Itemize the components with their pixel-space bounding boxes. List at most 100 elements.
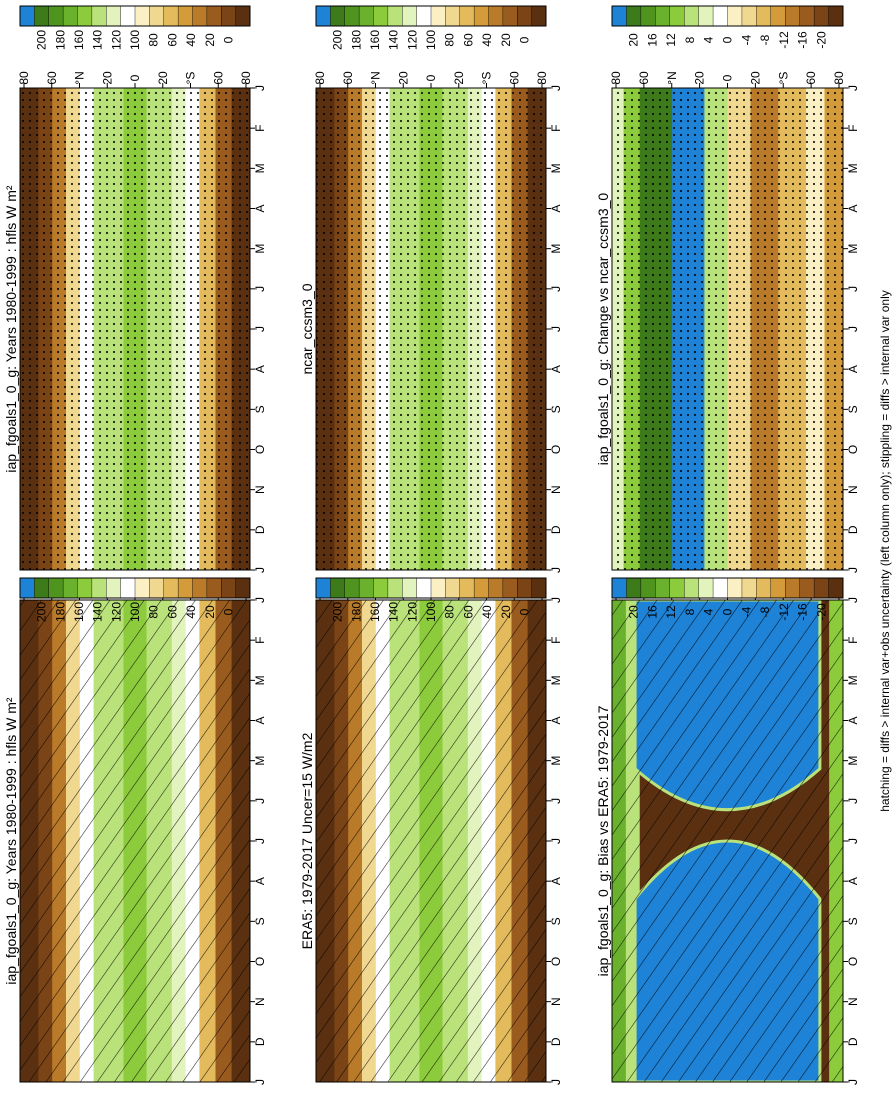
color-scale: 20 16 12 8 4 0 -4 -8 -12 -16 -20 bbox=[611, 577, 844, 621]
month-label: O bbox=[253, 957, 267, 966]
color-swatch bbox=[206, 577, 222, 599]
scale-label: 180 bbox=[349, 30, 363, 50]
month-label: F bbox=[253, 636, 267, 643]
month-label: A bbox=[846, 365, 860, 373]
panel-left-bottom: JFMAMJJASONDJ8060°N20020°S6080iap_fgoals… bbox=[595, 583, 860, 1085]
lat-label: 80 bbox=[832, 71, 846, 85]
month-label: D bbox=[846, 1037, 860, 1046]
scale-label: 12 bbox=[664, 605, 678, 619]
color-swatch bbox=[445, 577, 461, 599]
scale-label: 140 bbox=[387, 602, 401, 622]
month-label: J bbox=[549, 1079, 563, 1085]
month-label: J bbox=[253, 798, 267, 804]
month-label: M bbox=[549, 756, 563, 766]
color-swatch bbox=[712, 5, 729, 27]
scale-label: 160 bbox=[368, 602, 382, 622]
lat-label: 80 bbox=[535, 71, 549, 85]
scale-label: 60 bbox=[461, 605, 475, 619]
month-label: N bbox=[549, 997, 563, 1006]
lat-label: 20 bbox=[396, 71, 410, 85]
color-swatch bbox=[698, 577, 714, 599]
scale-label: 80 bbox=[443, 605, 457, 619]
scale-label: -8 bbox=[758, 606, 772, 617]
scale-label: 4 bbox=[702, 36, 716, 43]
color-swatch bbox=[502, 5, 518, 27]
month-label: J bbox=[253, 1079, 267, 1085]
color-swatch bbox=[770, 5, 786, 27]
month-label: M bbox=[253, 163, 267, 173]
color-swatch bbox=[34, 577, 50, 599]
color-swatch bbox=[163, 5, 179, 27]
scale-label: 20 bbox=[499, 33, 513, 47]
color-swatch bbox=[741, 5, 757, 27]
month-label: J bbox=[253, 838, 267, 844]
month-label: O bbox=[549, 445, 563, 454]
scale-label: 0 bbox=[221, 608, 235, 615]
month-label: O bbox=[549, 957, 563, 966]
color-swatch bbox=[502, 577, 518, 599]
color-swatch bbox=[655, 577, 671, 599]
lat-label: 80 bbox=[313, 71, 327, 85]
color-swatch bbox=[488, 577, 504, 599]
color-swatch bbox=[235, 577, 251, 599]
month-label: S bbox=[253, 917, 267, 925]
color-swatch bbox=[430, 577, 446, 599]
lat-label: 80 bbox=[17, 71, 31, 85]
color-swatch bbox=[785, 5, 801, 27]
month-label: M bbox=[549, 675, 563, 685]
month-label: O bbox=[846, 957, 860, 966]
panel-title: iap_fgoals1_0_g: Bias vs ERA5: 1979-2017 bbox=[595, 705, 611, 976]
significance-overlay bbox=[316, 88, 546, 570]
month-label: A bbox=[549, 365, 563, 373]
month-label: M bbox=[846, 756, 860, 766]
lat-label: °N bbox=[73, 71, 87, 84]
scale-label: 0 bbox=[517, 36, 531, 43]
month-label: A bbox=[253, 204, 267, 212]
lat-label: 60 bbox=[507, 71, 521, 85]
scale-label: 120 bbox=[405, 602, 419, 622]
scale-label: 120 bbox=[109, 30, 123, 50]
color-swatch bbox=[106, 577, 122, 599]
color-swatch bbox=[813, 5, 830, 27]
scale-label: 100 bbox=[128, 30, 142, 50]
scale-label: 140 bbox=[91, 602, 105, 622]
month-label: D bbox=[549, 525, 563, 534]
scale-label: 40 bbox=[480, 605, 494, 619]
scale-label: 60 bbox=[461, 33, 475, 47]
lat-label: °S bbox=[480, 72, 494, 85]
scale-label: 60 bbox=[165, 33, 179, 47]
color-swatch bbox=[756, 577, 772, 599]
lat-label: °S bbox=[776, 72, 790, 85]
significance-overlay bbox=[20, 88, 250, 570]
month-label: S bbox=[253, 405, 267, 413]
month-label: A bbox=[549, 204, 563, 212]
color-swatch bbox=[799, 5, 815, 27]
color-swatch bbox=[177, 577, 194, 599]
color-swatch bbox=[416, 577, 432, 599]
month-label: J bbox=[253, 286, 267, 292]
color-swatch bbox=[91, 5, 107, 27]
month-label: S bbox=[846, 917, 860, 925]
month-label: A bbox=[846, 877, 860, 885]
color-swatch bbox=[149, 577, 165, 599]
scale-label: 180 bbox=[53, 30, 67, 50]
scale-label: -16 bbox=[796, 603, 810, 621]
significance-overlay bbox=[612, 600, 843, 1082]
month-label: J bbox=[846, 1079, 860, 1085]
color-swatch bbox=[163, 577, 179, 599]
color-swatch bbox=[402, 577, 418, 599]
scale-label: 40 bbox=[184, 33, 198, 47]
month-label: J bbox=[846, 838, 860, 844]
month-label: J bbox=[549, 326, 563, 332]
scale-label: 20 bbox=[203, 605, 217, 619]
color-swatch bbox=[177, 5, 194, 27]
month-label: A bbox=[549, 716, 563, 724]
significance-overlay bbox=[316, 600, 546, 1082]
scale-label: 200 bbox=[331, 30, 345, 50]
scale-label: -20 bbox=[814, 31, 828, 49]
scale-label: 16 bbox=[645, 605, 659, 619]
